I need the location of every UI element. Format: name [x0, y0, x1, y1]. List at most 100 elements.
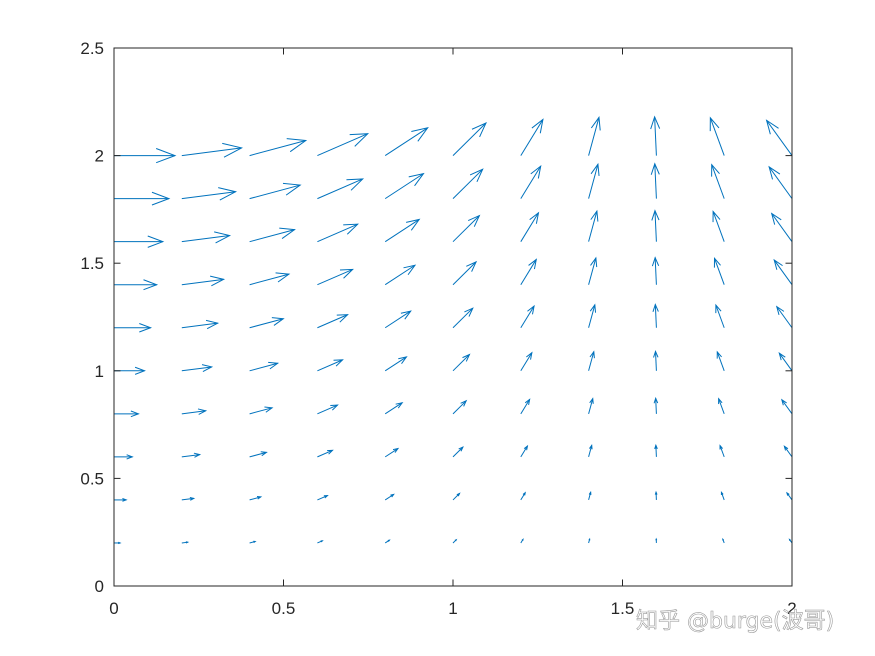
vector-arrow: [384, 401, 404, 415]
y-tick-label: 1.5: [80, 254, 104, 273]
vector-arrow: [384, 264, 417, 286]
vector-arrow: [520, 538, 524, 544]
vector-arrow: [651, 209, 660, 242]
y-tick-label: 1: [95, 362, 104, 381]
vector-arrow: [384, 172, 425, 200]
vector-arrow: [520, 491, 526, 501]
vector-arrow: [452, 122, 487, 156]
vector-arrow: [715, 303, 725, 328]
vector-arrow: [181, 452, 202, 458]
y-tick-label: 2: [95, 147, 104, 166]
vector-arrow: [384, 356, 408, 372]
vector-arrow: [452, 214, 481, 243]
vector-arrow: [786, 491, 793, 501]
vector-arrow: [709, 116, 725, 156]
vector-arrow: [181, 275, 226, 287]
vector-field: [114, 115, 793, 545]
vector-arrow: [452, 538, 458, 544]
y-tick-labels: 0 0.5 1 1.5 2 2.5: [80, 39, 104, 596]
vector-arrow: [775, 305, 793, 329]
vector-arrow: [650, 162, 660, 199]
vector-arrow: [249, 540, 257, 544]
vector-arrow: [768, 165, 793, 199]
vector-arrow: [520, 118, 544, 156]
vector-arrow: [249, 182, 302, 200]
x-tick-labels: 0 0.5 1 1.5 2: [109, 599, 796, 618]
vector-arrow: [317, 449, 334, 458]
vector-arrow: [770, 212, 793, 242]
vector-arrow: [181, 541, 190, 544]
vector-arrow: [773, 258, 793, 286]
y-tick-label: 2.5: [80, 39, 104, 58]
vector-arrow: [114, 191, 171, 206]
vector-arrow: [114, 410, 140, 418]
vector-arrow: [588, 444, 593, 458]
y-tick-label: 0.5: [80, 469, 104, 488]
vector-arrow: [588, 490, 592, 501]
vector-arrow: [114, 498, 128, 502]
vector-arrow: [718, 397, 725, 415]
vector-arrow: [520, 211, 540, 242]
vector-arrow: [181, 187, 238, 201]
x-tick-label: 1.5: [611, 599, 635, 618]
vector-arrow: [654, 443, 658, 457]
vector-arrow: [783, 445, 793, 458]
y-tick-label: 0: [95, 577, 104, 596]
vector-arrow: [765, 119, 793, 156]
vector-arrow: [317, 133, 370, 157]
vector-arrow: [114, 323, 153, 333]
vector-arrow: [384, 447, 400, 458]
vector-arrow: [713, 256, 725, 285]
vector-arrow: [114, 454, 134, 460]
vector-arrow: [588, 256, 598, 285]
vector-arrow: [384, 493, 395, 501]
vector-arrow: [588, 397, 594, 414]
vector-arrow: [654, 490, 658, 500]
vector-arrow: [778, 352, 793, 372]
vector-arrow: [520, 304, 535, 329]
vector-arrow: [452, 399, 468, 415]
vector-arrow: [181, 231, 232, 244]
vector-arrow: [384, 127, 429, 157]
vector-arrow: [651, 256, 660, 285]
vector-arrow: [712, 210, 725, 242]
vector-arrow: [653, 396, 659, 414]
vector-arrow: [249, 361, 280, 372]
vector-arrow: [114, 541, 122, 545]
vector-arrow: [716, 350, 725, 371]
vector-arrow: [384, 310, 412, 329]
x-tick-label: 0.5: [272, 599, 296, 618]
vector-arrow: [452, 492, 461, 501]
vector-arrow: [249, 272, 291, 286]
vector-arrow: [452, 307, 474, 329]
axis-ticks: [113, 47, 793, 587]
vector-arrow: [655, 537, 658, 543]
vector-arrow: [652, 303, 659, 328]
vector-arrow: [181, 142, 244, 158]
vector-arrow: [520, 351, 533, 372]
vector-arrow: [114, 235, 165, 248]
vector-arrow: [317, 359, 344, 372]
vector-arrow: [588, 537, 591, 544]
x-tick-label: 0: [109, 599, 118, 618]
vector-arrow: [650, 115, 661, 156]
vector-arrow: [317, 178, 365, 200]
vector-arrow: [520, 398, 531, 415]
vector-arrow: [249, 138, 308, 157]
vector-arrow: [317, 494, 329, 501]
vector-arrow: [653, 350, 659, 371]
watermark-text: 知乎 @burge(波哥): [636, 609, 834, 634]
vector-arrow: [181, 408, 208, 415]
vector-arrow: [249, 496, 263, 501]
vector-arrow: [181, 364, 214, 373]
vector-arrow: [588, 116, 601, 156]
vector-arrow: [520, 164, 542, 199]
vector-arrow: [588, 303, 597, 328]
vector-arrow: [520, 444, 529, 458]
x-tick-label: 1: [448, 599, 457, 618]
vector-arrow: [384, 539, 391, 544]
vector-arrow: [452, 260, 478, 286]
vector-arrow: [722, 537, 725, 544]
vector-arrow: [114, 279, 159, 291]
